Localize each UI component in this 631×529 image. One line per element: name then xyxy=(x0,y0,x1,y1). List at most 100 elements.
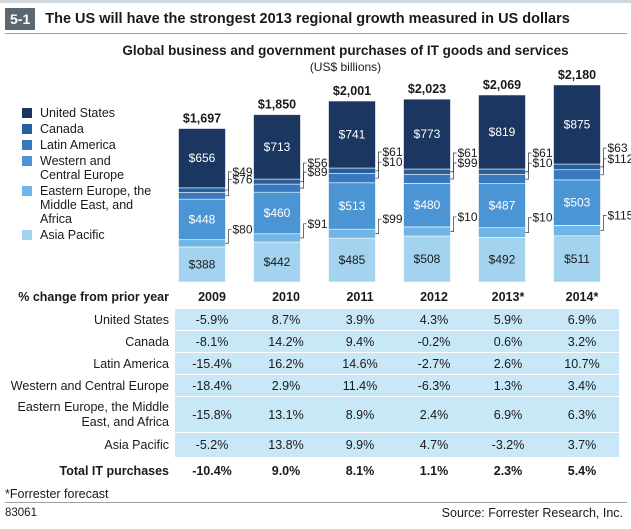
table-cell: 14.2% xyxy=(249,330,323,353)
callout-leader-line xyxy=(600,158,607,176)
bar-segment xyxy=(478,237,526,283)
bar-segment xyxy=(178,239,226,248)
table-cell: 4.7% xyxy=(397,432,471,457)
bar-segment xyxy=(553,84,601,165)
segment-value-label: $511 xyxy=(564,252,590,266)
bar-total-label: $1,697 xyxy=(183,112,221,126)
bar-total-label: $2,180 xyxy=(558,68,596,82)
table-cell: 11.4% xyxy=(323,374,397,397)
year-header: 2013* xyxy=(491,290,525,304)
callout-leader-line xyxy=(525,152,532,173)
table-cell: 1.3% xyxy=(471,374,545,397)
table-row: Western and Central Europe -18.4% 2.9% 1… xyxy=(0,374,619,397)
bar-total-label: $2,001 xyxy=(333,84,371,98)
segment-value-label: $91 xyxy=(308,217,328,231)
legend-label: Asia Pacific xyxy=(40,228,105,242)
bar-segment xyxy=(478,174,526,184)
legend-item: Canada xyxy=(22,122,154,136)
table-header-label: % change from prior year xyxy=(18,290,169,304)
footnote: *Forrester forecast xyxy=(5,487,109,501)
table-cell: 6.9% xyxy=(471,396,545,433)
segment-value-label: $56 xyxy=(308,156,328,170)
segment-value-label: $513 xyxy=(339,199,366,213)
segment-value-label: $102 xyxy=(383,155,410,169)
year-header: 2009 xyxy=(198,290,226,304)
callout-leader-line xyxy=(450,152,457,173)
chart-legend: United States Canada Latin America Weste… xyxy=(22,106,154,244)
table-row: Asia Pacific -5.2% 13.8% 9.9% 4.7% -3.2%… xyxy=(0,432,619,457)
bar-segment xyxy=(178,191,226,200)
bar-segment xyxy=(553,163,601,171)
segment-value-label: $61 xyxy=(383,145,403,159)
segment-value-label: $76 xyxy=(233,173,253,187)
legend-label: Canada xyxy=(40,122,84,136)
bar-segment xyxy=(403,98,451,170)
segment-value-label: $112 xyxy=(608,152,631,166)
bar-segment xyxy=(253,178,301,185)
bar-segment xyxy=(178,187,226,193)
segment-value-label: $101 xyxy=(533,156,560,170)
bar-segment xyxy=(253,233,301,243)
table-cell: 9.9% xyxy=(323,432,397,457)
legend-swatch xyxy=(22,156,32,166)
total-cell: -10.4% xyxy=(192,463,232,478)
segment-value-label: $49 xyxy=(233,165,253,179)
source-credit: Source: Forrester Research, Inc. xyxy=(441,506,623,520)
segment-value-label: $773 xyxy=(414,127,441,141)
row-label: Western and Central Europe xyxy=(0,374,175,397)
legend-item: Western and Central Europe xyxy=(22,154,142,182)
bar-segment xyxy=(553,169,601,181)
table-row: United States -5.9% 8.7% 3.9% 4.3% 5.9% … xyxy=(0,308,619,331)
bar-segment xyxy=(553,235,601,283)
bar-total-label: $2,069 xyxy=(483,78,521,92)
legend-swatch xyxy=(22,230,32,240)
segment-value-label: $875 xyxy=(564,117,591,131)
table-cell: 6.9% xyxy=(545,308,619,331)
year-header: 2014* xyxy=(565,290,599,304)
legend-label: United States xyxy=(40,106,116,120)
bar-segment xyxy=(478,227,526,238)
figure-id: 83061 xyxy=(5,507,37,519)
table-cell: 3.9% xyxy=(323,308,397,331)
figure-title: The US will have the strongest 2013 regi… xyxy=(45,11,570,27)
bar-segment xyxy=(478,168,526,175)
table-row: Canada -8.1% 14.2% 9.4% -0.2% 0.6% 3.2% xyxy=(0,330,619,353)
bar-segment xyxy=(328,100,376,169)
bar-segment xyxy=(403,174,451,184)
segment-value-label: $741 xyxy=(339,128,366,142)
legend-label: Western and Central Europe xyxy=(40,154,125,182)
chart-title: Global business and government purchases… xyxy=(122,43,569,58)
callout-leader-line xyxy=(450,216,457,232)
segment-value-label: $99 xyxy=(383,212,403,226)
table-cell: 6.3% xyxy=(545,396,619,433)
callout-leader-line xyxy=(225,229,232,244)
segment-value-label: $89 xyxy=(308,165,328,179)
segment-value-label: $713 xyxy=(264,140,291,154)
table-cell: 14.6% xyxy=(323,352,397,375)
legend-label: Eastern Europe, the Middle East, and Afr… xyxy=(40,184,152,226)
table-cell: 3.7% xyxy=(545,432,619,457)
table-cell: 13.8% xyxy=(249,432,323,457)
bar-segment xyxy=(553,225,601,237)
legend-label: Latin America xyxy=(40,138,116,152)
bar-segment xyxy=(328,182,376,230)
bar-segment xyxy=(328,237,376,283)
segment-value-label: $492 xyxy=(489,253,516,267)
row-label: Eastern Europe, the Middle East, and Afr… xyxy=(0,396,175,433)
table-cell: -6.3% xyxy=(397,374,471,397)
table-row: Eastern Europe, the Middle East, and Afr… xyxy=(0,396,619,433)
bar-segment xyxy=(178,128,226,189)
bar-total-label: $1,850 xyxy=(258,98,296,112)
year-header: 2011 xyxy=(346,290,374,304)
bar-segment xyxy=(178,246,226,283)
legend-item: Asia Pacific xyxy=(22,228,154,242)
bar-segment xyxy=(328,228,376,239)
bar-segment xyxy=(253,241,301,283)
table-cell: -15.8% xyxy=(175,396,249,433)
segment-value-label: $819 xyxy=(489,125,516,139)
legend-swatch xyxy=(22,140,32,150)
segment-value-label: $108 xyxy=(533,211,560,225)
callout-leader-line xyxy=(375,151,382,172)
segment-value-label: $80 xyxy=(233,223,253,237)
legend-swatch xyxy=(22,124,32,134)
